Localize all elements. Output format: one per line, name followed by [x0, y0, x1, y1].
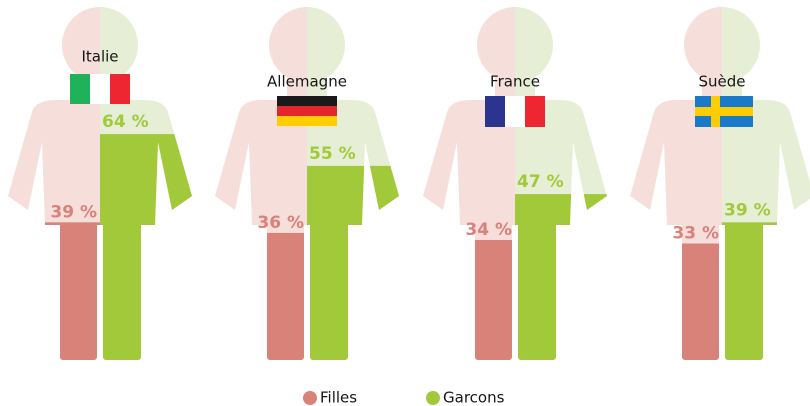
fill-bar [423, 239, 515, 360]
fill-bar [8, 222, 100, 360]
figure [215, 7, 399, 360]
value-label: 47 % [517, 172, 564, 192]
category-label: Allemagne [267, 73, 347, 91]
category-label: Italie [81, 48, 118, 66]
legend: Filles Garcons [303, 389, 505, 406]
value-label: 36 % [257, 213, 304, 233]
fill-bar [515, 194, 607, 360]
fill-bar [215, 232, 307, 360]
value-label: 64 % [102, 112, 149, 132]
legend-swatch [303, 391, 317, 405]
category-label: France [490, 73, 540, 91]
legend-swatch [426, 391, 440, 405]
fill-bar [100, 134, 192, 360]
category-label: Suède [698, 73, 745, 91]
figures [8, 7, 810, 360]
flag-allemagne [277, 96, 337, 126]
value-label: 55 % [309, 144, 356, 164]
flag-suede [695, 96, 753, 127]
fill-bar [722, 222, 810, 360]
legend-label: Garcons [443, 389, 505, 406]
flag-france [485, 96, 545, 127]
fill-bar [307, 165, 399, 360]
fill-bar [630, 243, 722, 360]
value-label: 39 % [50, 202, 97, 222]
legend-label: Filles [320, 389, 357, 406]
flags [70, 74, 753, 127]
figure [423, 7, 607, 360]
value-label: 33 % [672, 224, 719, 244]
value-label: 34 % [465, 220, 512, 240]
value-label: 39 % [724, 200, 771, 220]
figure [630, 7, 810, 360]
flag-italie [70, 74, 130, 104]
